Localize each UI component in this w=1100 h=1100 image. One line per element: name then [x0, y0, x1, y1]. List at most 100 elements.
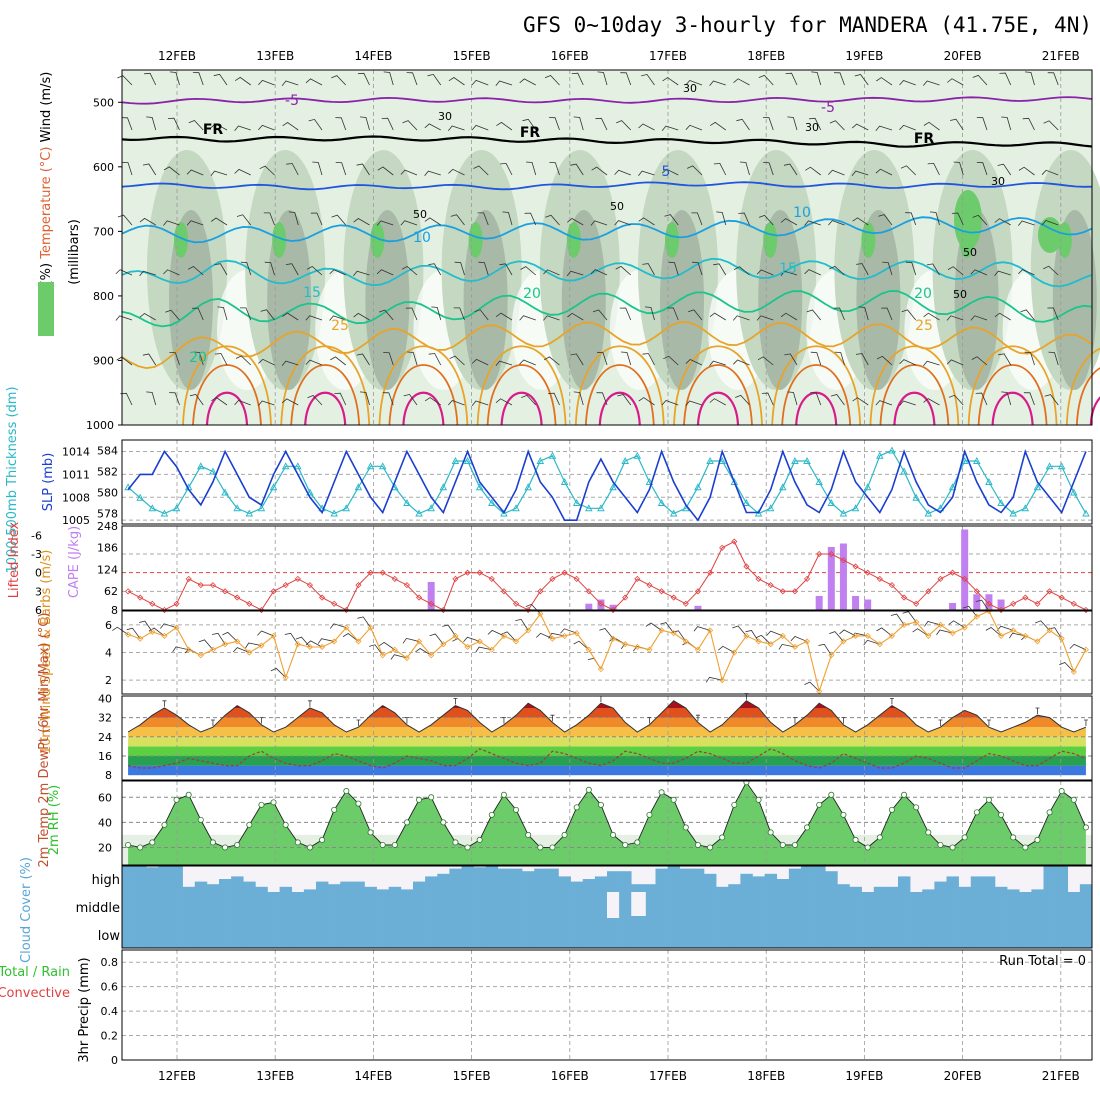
upper-air-wind-barb — [994, 312, 1011, 321]
upper-air-wind-barb — [406, 72, 418, 86]
temp-maxmin-marker — [501, 717, 506, 724]
cloud-bar-low — [122, 920, 135, 948]
upper-air-wind-barb — [356, 353, 370, 366]
wind-barb — [660, 622, 675, 634]
upper-air-wind-barb — [402, 120, 418, 131]
thickness-point — [342, 504, 351, 512]
cloud-bar-low — [413, 920, 426, 948]
date-tick-top: 17FEB — [649, 49, 687, 63]
wind-speed-point — [864, 632, 871, 639]
thickness-point — [791, 457, 799, 464]
upper-air-wind-barb — [543, 315, 560, 321]
temp-tick-label: 40 — [98, 692, 112, 705]
temp-tick-label: 24 — [98, 731, 112, 744]
rh-point — [985, 796, 992, 803]
cloud-bar-low — [1007, 920, 1020, 948]
wind-speed-point — [913, 619, 920, 626]
upper-air-wind-barb — [856, 263, 869, 276]
rh-point — [379, 841, 386, 848]
wind-speed-point — [949, 630, 956, 637]
upper-air-wind-barb — [424, 217, 441, 226]
isotherm-30-dome — [486, 364, 557, 426]
wind-speed-point — [246, 649, 253, 656]
rh-contour-label: 30 — [991, 175, 1005, 188]
wind-speed-point — [525, 627, 532, 634]
isotherm-10 — [121, 216, 1093, 244]
date-tick-top: 13FEB — [256, 49, 294, 63]
lifted-index-point — [173, 600, 180, 607]
pressure-tick-label: 900 — [93, 354, 114, 367]
cloud-bar-middle — [910, 892, 923, 920]
lifted-index-point — [464, 569, 471, 576]
isotherm-35-dome — [893, 391, 936, 426]
run-total-label: Run Total = 0 — [999, 954, 1086, 969]
cloud-bar-low — [643, 920, 656, 948]
upper-air-wind-barb — [685, 124, 703, 131]
upper-air-wind-barb — [780, 218, 798, 226]
upper-air-wind-barb — [447, 125, 465, 131]
cloud-bar-low — [1079, 920, 1093, 948]
isotherm-30-dome — [977, 364, 1048, 426]
thickness-point — [524, 483, 532, 491]
wind-speed-point — [464, 643, 471, 651]
temp-ylabel: 2m Temp 2m DewPt (6hr Min/Max) (°C) — [37, 613, 52, 868]
thickness-point — [281, 462, 290, 470]
cloud-bar-middle — [231, 892, 244, 920]
upper-air-wind-barb — [235, 355, 252, 366]
cloud-bar-middle — [995, 892, 1008, 920]
upper-air-wind-barb — [1024, 351, 1035, 366]
date-tick-bottom: 16FEB — [551, 1069, 589, 1083]
upper-air-wind-barb — [331, 214, 347, 226]
cloud-bar-low — [231, 920, 244, 948]
cloud-bar-high — [958, 886, 972, 892]
cape-ylabel: CAPE (J/kg) — [67, 526, 82, 598]
cloud-bar-high — [413, 881, 426, 892]
cloud-bar-middle — [328, 892, 341, 920]
cloud-bar-high — [728, 884, 741, 892]
thickness-point — [427, 504, 435, 512]
cloud-bar-middle — [704, 892, 717, 920]
isotherm-25-dome — [673, 345, 763, 426]
upper-air-wind-barb — [286, 163, 299, 176]
upper-air-wind-barb — [926, 263, 940, 276]
thickness-tick-label: 578 — [97, 508, 118, 521]
upper-air-wind-barb — [756, 269, 774, 276]
rh-point — [197, 816, 204, 823]
upper-air-wind-barb — [878, 214, 893, 226]
wind-speed-point — [755, 638, 762, 645]
cloud-bar-high — [352, 881, 365, 892]
wind-barb — [487, 629, 505, 637]
upper-air-wind-barb — [688, 309, 703, 321]
temp-color-band — [128, 756, 1086, 766]
cloud-bar-high — [1055, 866, 1069, 892]
upper-air-wind-barb — [828, 169, 845, 176]
cloud-bar-high — [631, 884, 644, 892]
upper-air-wind-barb — [927, 162, 940, 176]
thickness-point — [451, 457, 460, 464]
cape-tick-label: 248 — [97, 520, 118, 533]
wind-barb — [962, 605, 978, 617]
wind-barb — [390, 654, 408, 660]
isotherm-25-dome — [182, 345, 272, 426]
cloud-bar-high — [255, 886, 268, 892]
upper-air-wind-barb — [780, 270, 798, 277]
upper-air-wind-barb — [383, 352, 394, 366]
rh-point — [367, 829, 374, 836]
precip-tick-label: 0.6 — [101, 981, 119, 994]
wind-barb — [112, 626, 129, 635]
isotherm-label: 20 — [914, 286, 932, 302]
upper-air-wind-barb — [378, 309, 394, 321]
cloud-bar-middle — [679, 892, 693, 920]
cloud-bar-middle — [122, 892, 135, 920]
cloud-bar-high — [873, 886, 887, 892]
thickness-tick-label: 584 — [97, 445, 118, 458]
rh-point — [306, 844, 313, 851]
upper-air-wind-barb — [573, 391, 584, 406]
lifted-index-point — [1082, 606, 1090, 614]
thickness-point — [645, 478, 654, 485]
upper-air-wind-barb — [834, 351, 845, 366]
rh-point — [913, 804, 920, 811]
upper-air-wind-barb — [115, 315, 133, 321]
upper-air-wind-barb — [644, 306, 655, 321]
wind-barb — [985, 627, 1002, 637]
